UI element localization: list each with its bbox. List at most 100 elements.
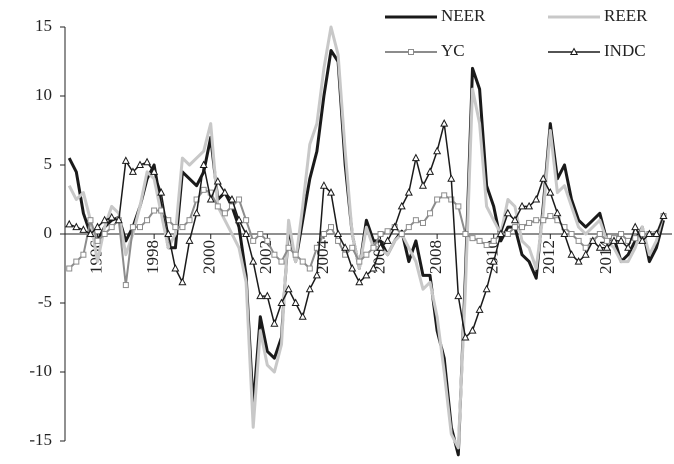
marker bbox=[404, 188, 413, 196]
marker bbox=[164, 229, 173, 237]
marker bbox=[645, 229, 654, 237]
marker bbox=[547, 213, 554, 220]
marker bbox=[292, 251, 299, 258]
marker bbox=[86, 229, 95, 237]
marker bbox=[151, 207, 158, 214]
series-line bbox=[67, 25, 665, 450]
marker bbox=[158, 207, 165, 214]
marker bbox=[462, 231, 469, 237]
legend-label: REER bbox=[604, 6, 648, 25]
x-tick-label: 1998 bbox=[143, 240, 162, 274]
marker bbox=[144, 217, 151, 224]
marker bbox=[482, 284, 491, 293]
marker bbox=[65, 219, 74, 228]
marker bbox=[291, 298, 300, 306]
marker bbox=[264, 237, 271, 244]
marker bbox=[213, 176, 222, 185]
marker bbox=[214, 203, 221, 210]
marker bbox=[560, 229, 569, 237]
y-tick-label: 5 bbox=[44, 154, 53, 173]
marker bbox=[72, 222, 81, 231]
legend-label: YC bbox=[441, 41, 465, 60]
marker bbox=[638, 236, 647, 244]
marker bbox=[285, 244, 292, 251]
marker bbox=[249, 257, 258, 265]
marker bbox=[284, 284, 293, 293]
marker bbox=[624, 243, 633, 251]
marker bbox=[652, 229, 661, 237]
marker bbox=[192, 208, 201, 217]
marker bbox=[567, 250, 576, 258]
marker bbox=[546, 188, 555, 196]
marker bbox=[93, 222, 102, 231]
marker bbox=[390, 222, 399, 231]
marker bbox=[200, 186, 207, 193]
marker bbox=[128, 167, 137, 175]
marker bbox=[335, 237, 342, 244]
marker bbox=[617, 236, 626, 244]
marker bbox=[80, 251, 87, 258]
legend-label: NEER bbox=[441, 6, 486, 25]
marker bbox=[186, 217, 193, 224]
marker bbox=[178, 277, 187, 286]
marker bbox=[377, 231, 384, 237]
marker bbox=[575, 237, 582, 244]
marker bbox=[121, 156, 130, 164]
marker bbox=[447, 174, 456, 182]
marker bbox=[179, 224, 186, 231]
marker bbox=[263, 291, 272, 300]
marker bbox=[376, 243, 385, 251]
marker bbox=[397, 201, 406, 210]
marker bbox=[348, 263, 357, 272]
marker bbox=[427, 210, 434, 217]
marker bbox=[256, 291, 265, 300]
marker bbox=[150, 167, 159, 175]
y-tick-label: 0 bbox=[44, 223, 53, 242]
marker bbox=[278, 258, 285, 265]
marker bbox=[235, 215, 244, 224]
marker bbox=[490, 237, 497, 244]
marker bbox=[454, 291, 463, 300]
marker bbox=[517, 201, 527, 210]
marker bbox=[277, 298, 286, 306]
marker bbox=[221, 210, 228, 217]
marker bbox=[496, 229, 505, 237]
marker bbox=[568, 231, 575, 237]
marker bbox=[306, 265, 313, 272]
marker bbox=[185, 236, 194, 244]
marker bbox=[326, 188, 336, 196]
marker bbox=[135, 160, 145, 168]
marker bbox=[540, 217, 547, 224]
marker bbox=[588, 236, 597, 244]
marker bbox=[242, 229, 251, 237]
marker bbox=[398, 231, 405, 237]
x-tick-label: 2008 bbox=[426, 240, 445, 274]
marker bbox=[305, 284, 314, 293]
marker bbox=[659, 211, 668, 220]
marker bbox=[220, 188, 229, 196]
marker bbox=[328, 224, 335, 231]
marker bbox=[66, 265, 73, 272]
y-tick-label: 15 bbox=[35, 16, 52, 35]
marker bbox=[468, 326, 477, 334]
marker bbox=[539, 174, 548, 182]
marker bbox=[370, 244, 377, 251]
marker bbox=[448, 196, 455, 203]
marker bbox=[362, 270, 371, 279]
y-tick-label: -15 bbox=[29, 430, 52, 449]
marker bbox=[100, 215, 109, 224]
marker bbox=[122, 282, 129, 289]
marker bbox=[250, 237, 257, 244]
marker bbox=[319, 181, 328, 189]
marker bbox=[603, 237, 610, 244]
y-tick-label: 10 bbox=[35, 85, 52, 104]
marker bbox=[257, 231, 264, 237]
marker bbox=[236, 196, 243, 203]
marker bbox=[298, 312, 307, 320]
marker bbox=[489, 257, 498, 265]
marker bbox=[73, 258, 80, 265]
marker bbox=[632, 235, 639, 242]
marker bbox=[411, 153, 420, 162]
marker bbox=[363, 251, 370, 258]
